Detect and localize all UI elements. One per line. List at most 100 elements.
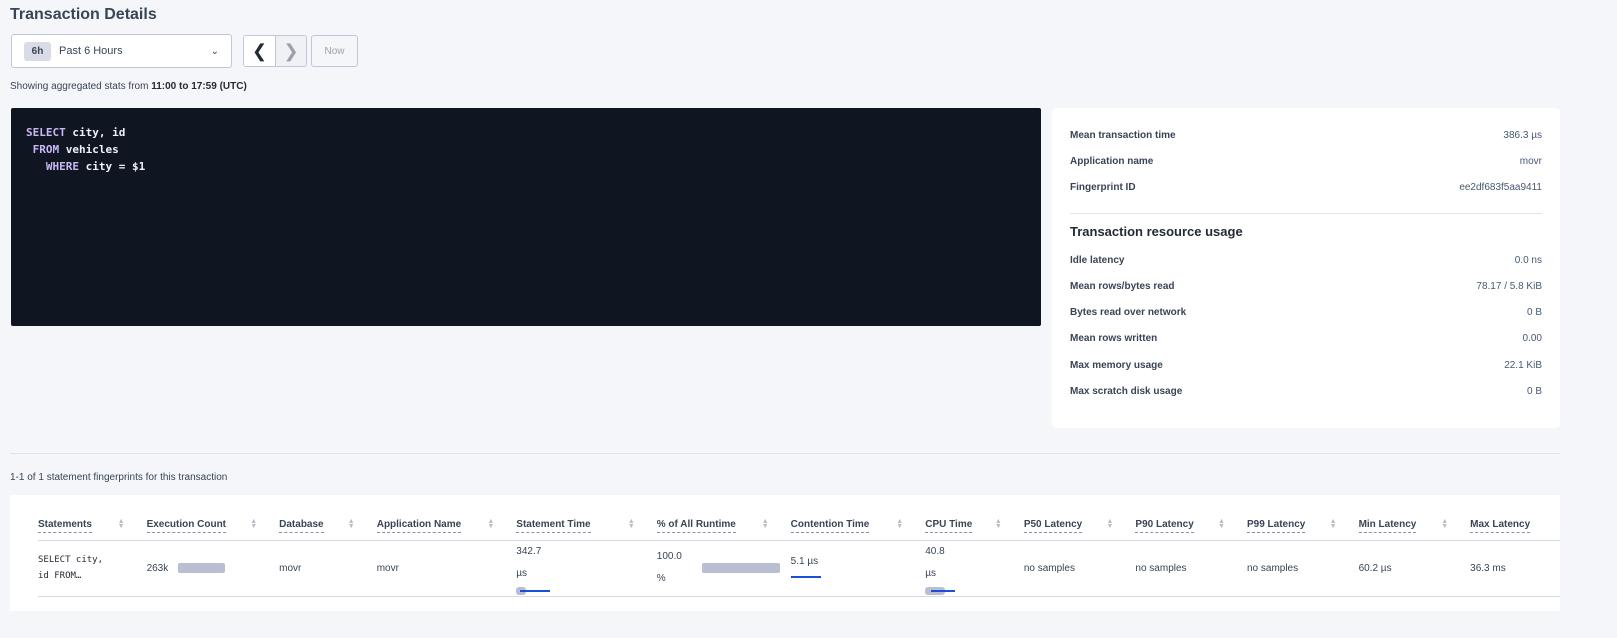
- column-header-label: Statements: [38, 518, 92, 533]
- column-header-label: P90 Latency: [1135, 518, 1194, 533]
- column-header-label: Application Name: [376, 518, 462, 533]
- sql-line: FROM vehicles: [26, 141, 1026, 158]
- sort-icon[interactable]: ▲ ▼: [1441, 517, 1449, 530]
- database-cell: movr: [279, 540, 377, 597]
- sort-icon[interactable]: ▲ ▼: [250, 517, 258, 530]
- sort-icon[interactable]: ▲ ▼: [1106, 517, 1114, 530]
- stat-row: Application name movr: [1070, 148, 1542, 174]
- statement-text: SELECT city,: [38, 555, 104, 565]
- stat-label: Fingerprint ID: [1070, 182, 1136, 194]
- column-header-min-latency[interactable]: Min Latency ▲ ▼: [1358, 509, 1471, 541]
- sort-icon[interactable]: ▲ ▼: [1218, 517, 1225, 530]
- stat-value: 0.00: [1522, 333, 1542, 345]
- stat-row: Bytes read over network 0 B: [1070, 299, 1542, 325]
- stat-value: 0 B: [1526, 307, 1542, 319]
- sort-icon[interactable]: ▲ ▼: [117, 517, 125, 530]
- sort-icon[interactable]: ▲ ▼: [994, 517, 1002, 530]
- statements-table-card: Statements ▲ ▼ Execution Count ▲ ▼ Database ▲ ▼ A…: [10, 495, 1560, 611]
- sort-icon[interactable]: ▲ ▼: [627, 517, 635, 530]
- column-header-p90-latency[interactable]: P90 Latency ▲ ▼: [1135, 509, 1247, 541]
- stat-row: Max scratch disk usage 0 B: [1070, 378, 1542, 404]
- stat-value: 22.1 KiB: [1504, 359, 1542, 371]
- statement-text: id FROM…: [38, 571, 82, 581]
- pct-runtime-bar: [701, 563, 780, 573]
- deviation-bar: [790, 575, 821, 578]
- column-header-cpu-time[interactable]: CPU Time ▲ ▼: [925, 509, 1024, 541]
- p50-latency-cell: no samples: [1023, 540, 1136, 597]
- now-button[interactable]: Now: [311, 35, 358, 67]
- column-header-label: Execution Count: [146, 518, 227, 533]
- column-header-contention-time[interactable]: Contention Time ▲ ▼: [790, 509, 926, 541]
- column-header-label: Database: [279, 518, 324, 533]
- previous-time-button[interactable]: ❮: [244, 36, 275, 66]
- stat-label: Application name: [1070, 155, 1154, 167]
- chevron-right-icon: ❯: [283, 40, 299, 61]
- statement-time-cell: 342.7 µs: [516, 540, 657, 597]
- column-header-database[interactable]: Database ▲ ▼: [279, 509, 377, 541]
- chevron-left-icon: ❮: [251, 40, 268, 61]
- sort-icon[interactable]: ▲ ▼: [1329, 517, 1337, 530]
- time-nav: ❮ ❯: [243, 35, 307, 67]
- column-header-label: CPU Time: [925, 518, 973, 533]
- stat-label: Idle latency: [1070, 254, 1125, 266]
- divider: [1070, 212, 1542, 214]
- p99-latency-cell: no samples: [1246, 540, 1359, 597]
- sql-text: city, id: [65, 126, 126, 139]
- column-header-label: Contention Time: [790, 518, 870, 533]
- stat-row: Mean transaction time 386.3 µs: [1070, 122, 1542, 148]
- column-header-execution-count[interactable]: Execution Count ▲ ▼: [146, 509, 280, 541]
- sql-text: city = $1: [79, 160, 146, 173]
- cpu-time-bar: [925, 587, 965, 595]
- stat-row: Max memory usage 22.1 KiB: [1070, 352, 1542, 378]
- statement-time-bar: [516, 587, 556, 595]
- time-range-badge: 6h: [24, 41, 51, 61]
- stat-value: 386.3 µs: [1503, 129, 1542, 141]
- deviation-bar: [520, 590, 551, 592]
- sql-code-block: SELECT city, id FROM vehicles WHERE city…: [11, 108, 1041, 326]
- sql-line: SELECT city, id: [26, 124, 1026, 141]
- stat-row: Mean rows written 0.00: [1070, 326, 1542, 352]
- sql-text: vehicles: [59, 143, 119, 156]
- sort-icon[interactable]: ▲ ▼: [896, 517, 904, 530]
- sort-icon[interactable]: ▲ ▼: [761, 517, 769, 530]
- stat-label: Max memory usage: [1070, 359, 1163, 371]
- pct-runtime-cell: 100.0%: [656, 540, 791, 597]
- column-header-application-name[interactable]: Application Name ▲ ▼: [376, 509, 517, 541]
- column-header-label: Min Latency: [1358, 518, 1417, 533]
- application-name-cell: movr: [376, 540, 517, 597]
- stat-label: Bytes read over network: [1070, 307, 1187, 319]
- stat-value: 78.17 / 5.8 KiB: [1476, 280, 1542, 292]
- pct-runtime-value: 100.0: [656, 551, 682, 562]
- sort-icon[interactable]: ▲ ▼: [347, 517, 355, 530]
- stat-row: Fingerprint ID ee2df683f5aa9411: [1070, 175, 1542, 201]
- column-header-statement-time[interactable]: Statement Time ▲ ▼: [516, 509, 657, 541]
- time-range-select[interactable]: 6h Past 6 Hours ⌄: [11, 34, 232, 68]
- statement-cell[interactable]: SELECT city, id FROM…: [38, 540, 147, 597]
- statement-time-unit: µs: [516, 568, 528, 579]
- pct-runtime-unit: %: [656, 573, 666, 584]
- p90-latency-cell: no samples: [1135, 540, 1247, 597]
- column-header-label: P99 Latency: [1246, 518, 1306, 533]
- column-header-label: % of All Runtime: [656, 518, 736, 533]
- column-header-p50-latency[interactable]: P50 Latency ▲ ▼: [1023, 509, 1136, 541]
- contention-time-bar: [790, 573, 831, 581]
- stat-value: ee2df683f5aa9411: [1459, 182, 1542, 194]
- next-time-button[interactable]: ❯: [275, 36, 306, 66]
- divider: [10, 453, 1560, 454]
- column-header-statements[interactable]: Statements ▲ ▼: [38, 509, 147, 541]
- table-row[interactable]: SELECT city, id FROM… 263k movr movr 342.…: [38, 540, 1560, 597]
- stat-value: 0 B: [1526, 386, 1542, 398]
- range-prefix: Showing aggregated stats from: [10, 81, 152, 92]
- stat-value: movr: [1519, 155, 1542, 167]
- execution-count-cell: 263k: [146, 540, 280, 597]
- column-header-of-all-runtime[interactable]: % of All Runtime ▲ ▼: [656, 509, 791, 541]
- stat-label: Mean transaction time: [1070, 129, 1176, 141]
- max-latency-cell: 36.3 ms: [1470, 540, 1560, 597]
- page-title: Transaction Details: [10, 6, 157, 23]
- column-header-p99-latency[interactable]: P99 Latency ▲ ▼: [1246, 509, 1359, 541]
- stat-label: Max scratch disk usage: [1070, 386, 1183, 398]
- results-count: 1-1 of 1 statement fingerprints for this…: [10, 472, 228, 483]
- column-header-max-latency[interactable]: Max Latency: [1470, 509, 1560, 541]
- range-text: Showing aggregated stats from 11:00 to 1…: [10, 81, 247, 92]
- sort-icon[interactable]: ▲ ▼: [487, 517, 495, 530]
